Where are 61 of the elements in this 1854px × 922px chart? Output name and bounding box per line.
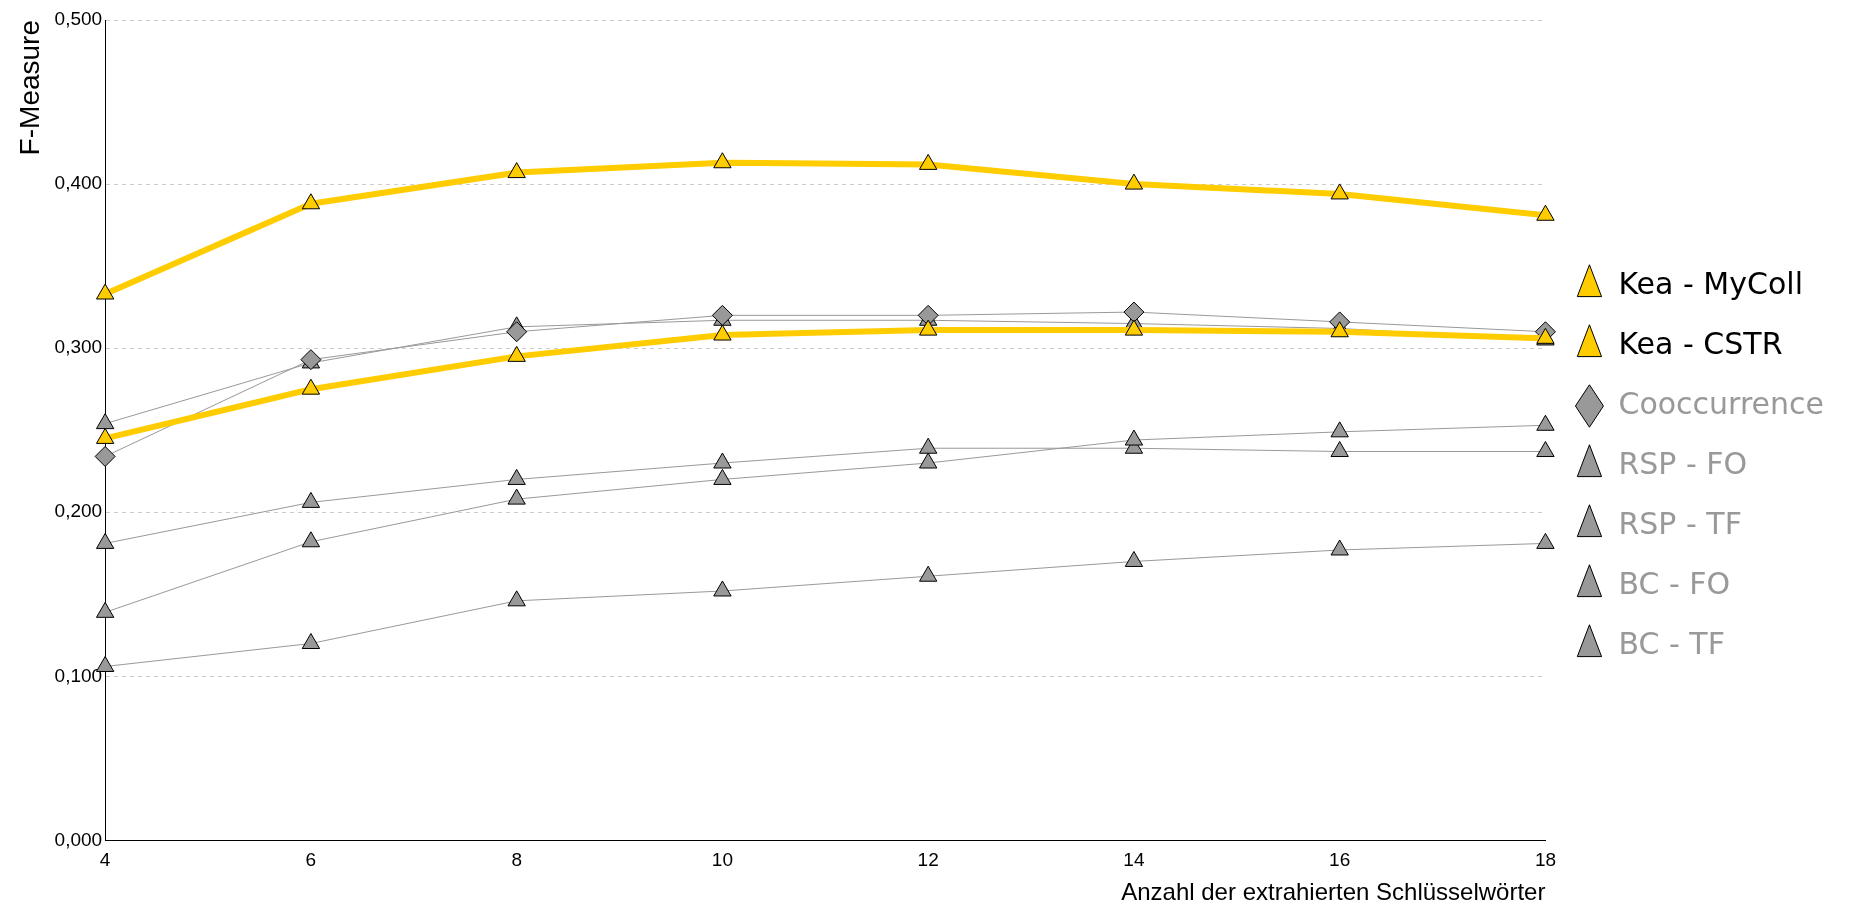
point: [1536, 414, 1555, 431]
y-axis-title: F-Measure: [13, 20, 45, 156]
point: [301, 378, 321, 395]
point: [301, 633, 321, 649]
point: [713, 580, 732, 597]
point: [1330, 539, 1349, 556]
point: [1124, 173, 1144, 190]
point: [919, 319, 938, 336]
y-tick-label: 0,000: [54, 828, 103, 850]
point: [1536, 532, 1555, 549]
point: [301, 531, 321, 548]
point: [919, 565, 938, 582]
point: [507, 468, 526, 485]
point: [507, 345, 526, 362]
point: [1536, 441, 1555, 458]
point: [1330, 321, 1349, 338]
point: [1330, 183, 1349, 200]
y-tick-label: 0,300: [54, 336, 103, 358]
legend-label: BC - FO: [1618, 565, 1731, 601]
x-tick-label: 14: [1123, 849, 1145, 871]
y-tick-label: 0,100: [54, 664, 103, 686]
y-tick-label: 0,200: [54, 500, 103, 522]
point: [95, 601, 115, 618]
legend-label: RSP - FO: [1618, 445, 1748, 481]
point: [1124, 319, 1144, 336]
x-tick-label: 4: [99, 849, 111, 871]
point: [919, 452, 938, 469]
x-tick-label: 12: [917, 849, 939, 871]
point: [95, 283, 115, 300]
point: [1536, 204, 1555, 221]
point: [507, 590, 526, 607]
point: [95, 532, 115, 549]
point: [301, 193, 321, 210]
point: [95, 427, 115, 444]
x-tick-label: 6: [305, 849, 317, 871]
point: [95, 413, 115, 430]
point: [919, 437, 938, 454]
point: [1124, 550, 1144, 567]
x-axis-title: Anzahl der extrahierten Schlüsselwörter: [1121, 878, 1546, 906]
point: [1330, 421, 1349, 438]
legend-label: Kea - MyColl: [1618, 265, 1803, 301]
point: [301, 491, 321, 508]
point: [1330, 441, 1349, 458]
point: [713, 152, 732, 169]
point: [507, 162, 526, 179]
point: [713, 452, 732, 469]
legend-label: RSP - TF: [1618, 505, 1742, 541]
y-tick-label: 0,400: [54, 172, 103, 194]
point: [713, 468, 732, 485]
point: [507, 488, 526, 505]
x-tick-label: 10: [711, 849, 733, 871]
x-tick-label: 16: [1329, 849, 1351, 871]
point: [1124, 429, 1144, 446]
x-tick-label: 18: [1534, 849, 1557, 871]
point: [919, 153, 938, 170]
legend-label: Kea - CSTR: [1618, 325, 1783, 361]
legend-label: Cooccurrence: [1618, 385, 1824, 421]
point: [713, 324, 732, 341]
y-tick-label: 0,500: [54, 8, 103, 30]
x-tick-label: 8: [511, 849, 522, 871]
legend-label: BC - TF: [1618, 625, 1725, 661]
